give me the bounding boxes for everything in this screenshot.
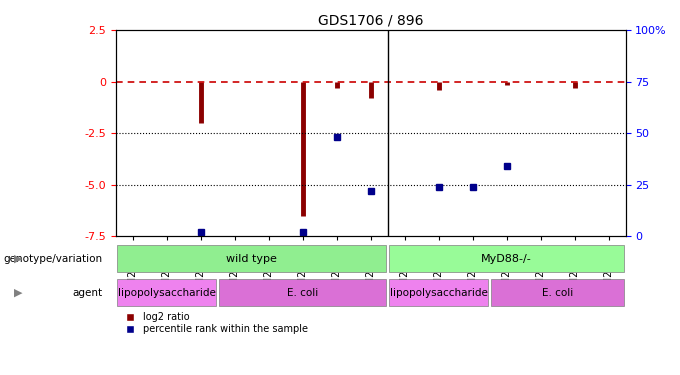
Text: ▶: ▶ (14, 288, 22, 297)
FancyBboxPatch shape (492, 279, 624, 306)
Text: E. coli: E. coli (542, 288, 573, 297)
Text: lipopolysaccharide: lipopolysaccharide (118, 288, 216, 297)
Legend: log2 ratio, percentile rank within the sample: log2 ratio, percentile rank within the s… (120, 312, 308, 334)
FancyBboxPatch shape (219, 279, 386, 306)
Text: MyD88-/-: MyD88-/- (481, 254, 532, 264)
FancyBboxPatch shape (390, 245, 624, 272)
FancyBboxPatch shape (390, 279, 488, 306)
Text: wild type: wild type (226, 254, 277, 264)
Text: ▶: ▶ (14, 254, 22, 264)
Text: agent: agent (72, 288, 102, 297)
Text: E. coli: E. coli (287, 288, 318, 297)
FancyBboxPatch shape (118, 279, 216, 306)
Text: lipopolysaccharide: lipopolysaccharide (390, 288, 488, 297)
FancyBboxPatch shape (118, 245, 386, 272)
Text: genotype/variation: genotype/variation (3, 254, 102, 264)
Title: GDS1706 / 896: GDS1706 / 896 (318, 13, 424, 27)
